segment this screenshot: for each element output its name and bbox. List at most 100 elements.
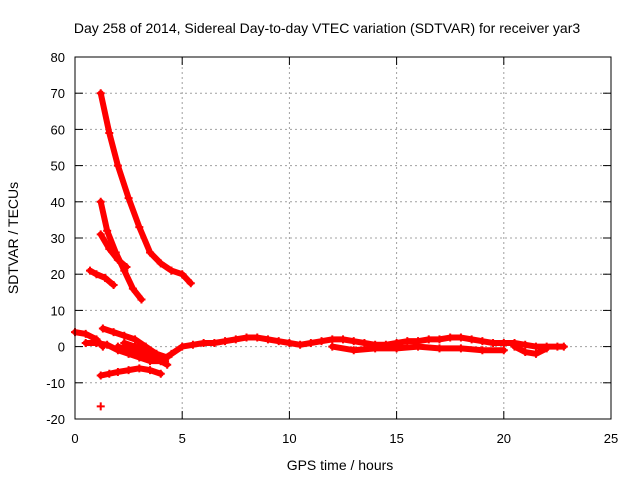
data-point bbox=[435, 335, 444, 344]
data-point bbox=[92, 338, 101, 347]
y-tick-label: 80 bbox=[51, 50, 65, 65]
y-tick-label: 60 bbox=[51, 122, 65, 137]
y-tick-label: 50 bbox=[51, 159, 65, 174]
data-point bbox=[81, 338, 90, 347]
data-point bbox=[135, 353, 144, 362]
data-point bbox=[105, 244, 114, 253]
data-point bbox=[101, 273, 110, 282]
data-point bbox=[392, 344, 401, 353]
data-point bbox=[186, 279, 195, 288]
series-lower-band bbox=[328, 342, 508, 355]
data-point bbox=[328, 342, 337, 351]
data-point bbox=[122, 262, 131, 271]
data-point bbox=[253, 333, 262, 342]
series-trace bbox=[511, 343, 550, 357]
data-point bbox=[231, 335, 240, 344]
data-point bbox=[86, 266, 95, 275]
data-point bbox=[499, 346, 508, 355]
data-point bbox=[456, 344, 465, 353]
data-point bbox=[135, 364, 144, 373]
y-tick-label: -10 bbox=[46, 376, 65, 391]
data-point bbox=[141, 346, 150, 355]
data-point bbox=[306, 338, 315, 347]
data-point bbox=[531, 349, 540, 358]
data-point bbox=[156, 369, 165, 378]
data-point bbox=[92, 270, 101, 279]
data-point bbox=[478, 346, 487, 355]
data-point bbox=[156, 357, 165, 366]
data-point bbox=[103, 340, 112, 349]
data-point bbox=[96, 230, 105, 239]
data-point bbox=[120, 331, 129, 340]
data-point bbox=[128, 284, 137, 293]
data-point bbox=[96, 89, 105, 98]
data-point bbox=[113, 255, 122, 264]
data-point bbox=[124, 349, 133, 358]
series-arc-3 bbox=[96, 230, 131, 271]
series-dip bbox=[510, 342, 551, 358]
x-tick-label: 25 bbox=[604, 431, 618, 446]
data-point bbox=[296, 340, 305, 349]
series-trace bbox=[97, 90, 194, 287]
data-point bbox=[156, 259, 165, 268]
data-point bbox=[274, 337, 283, 346]
data-point bbox=[317, 337, 326, 346]
data-point bbox=[146, 248, 155, 257]
data-point bbox=[113, 346, 122, 355]
y-tick-label: -20 bbox=[46, 412, 65, 427]
data-point bbox=[435, 344, 444, 353]
data-point bbox=[531, 342, 540, 351]
data-point bbox=[221, 337, 230, 346]
x-tick-label: 10 bbox=[282, 431, 296, 446]
data-point bbox=[210, 338, 219, 347]
data-point bbox=[403, 337, 412, 346]
data-point bbox=[124, 194, 133, 203]
data-point bbox=[109, 281, 118, 290]
data-point bbox=[146, 366, 155, 375]
data-point bbox=[178, 270, 187, 279]
data-point bbox=[349, 346, 358, 355]
data-point bbox=[96, 402, 105, 411]
y-tick-label: 10 bbox=[51, 303, 65, 318]
data-point bbox=[285, 338, 294, 347]
data-point bbox=[467, 335, 476, 344]
data-point bbox=[510, 342, 519, 351]
data-point bbox=[103, 226, 112, 235]
y-tick-label: 20 bbox=[51, 267, 65, 282]
data-point bbox=[521, 348, 530, 357]
data-point bbox=[146, 357, 155, 366]
series-trace bbox=[82, 334, 567, 365]
data-point bbox=[109, 328, 118, 337]
data-point bbox=[135, 223, 144, 232]
x-tick-label: 20 bbox=[497, 431, 511, 446]
series-trace bbox=[87, 267, 117, 289]
data-point bbox=[521, 340, 530, 349]
data-point bbox=[113, 161, 122, 170]
data-point bbox=[131, 335, 140, 344]
series-outlier bbox=[96, 402, 105, 411]
data-point bbox=[499, 338, 508, 347]
data-point bbox=[199, 338, 208, 347]
data-point bbox=[188, 340, 197, 349]
data-point bbox=[167, 349, 176, 358]
data-point bbox=[81, 329, 90, 338]
data-point bbox=[96, 371, 105, 380]
data-point bbox=[349, 337, 358, 346]
y-tick-label: 40 bbox=[51, 195, 65, 210]
data-point bbox=[360, 338, 369, 347]
series-main-band bbox=[81, 333, 568, 366]
x-tick-label: 5 bbox=[179, 431, 186, 446]
data-point bbox=[98, 324, 107, 333]
y-tick-label: 0 bbox=[58, 340, 65, 355]
y-tick-label: 30 bbox=[51, 231, 65, 246]
axis-ticks: 0 5 10 15 20 25 -20 -10 0 10 20 30 40 50 60 70 80 bbox=[46, 50, 618, 446]
data-point bbox=[105, 369, 114, 378]
data-point bbox=[131, 342, 140, 351]
data-point bbox=[167, 266, 176, 275]
data-point bbox=[163, 360, 172, 369]
data-point bbox=[456, 333, 465, 342]
x-axis-label: GPS time / hours bbox=[287, 457, 394, 473]
y-axis-label: SDTVAR / TECUs bbox=[5, 182, 21, 294]
